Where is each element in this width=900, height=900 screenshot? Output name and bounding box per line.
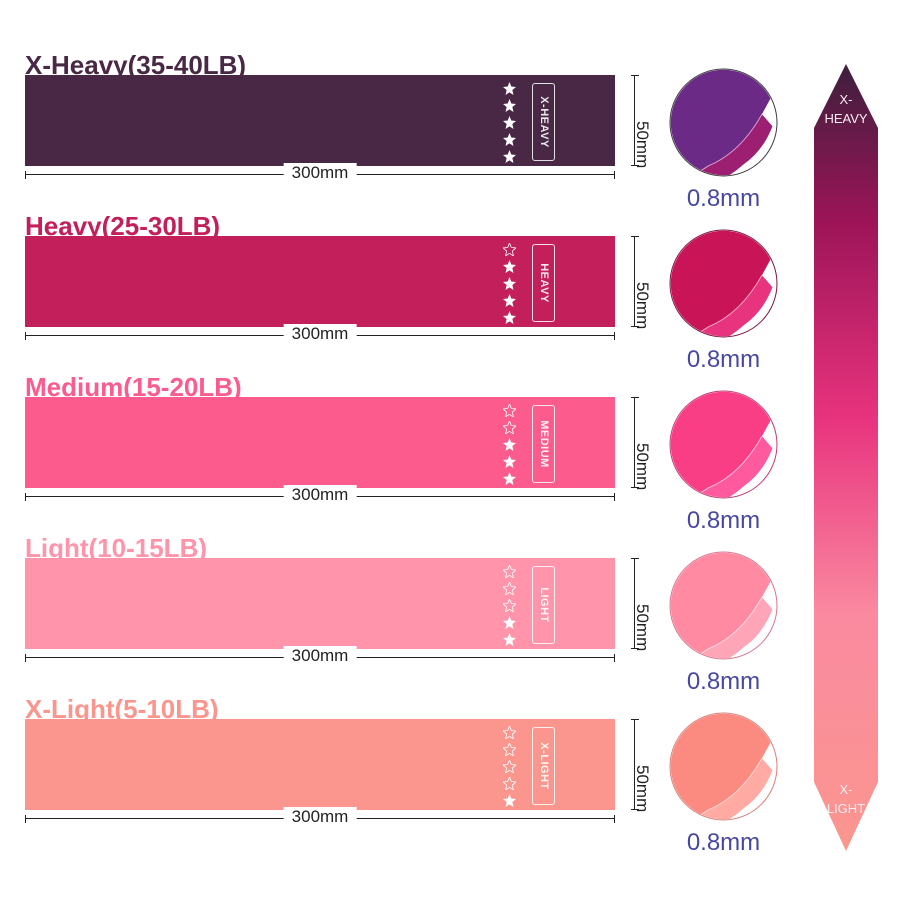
svg-text:LIGHT: LIGHT [827, 801, 865, 816]
svg-text:HEAVY: HEAVY [824, 111, 867, 126]
svg-text:X-: X- [840, 92, 853, 107]
svg-text:X-: X- [840, 782, 853, 797]
